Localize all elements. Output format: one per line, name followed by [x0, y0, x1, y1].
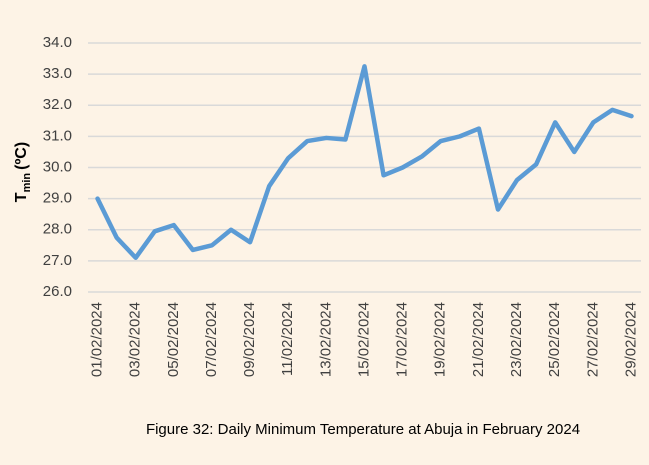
y-tick-label: 29.0	[43, 190, 72, 207]
x-tick-label: 19/02/2024	[432, 302, 449, 377]
y-tick-label: 34.0	[43, 34, 72, 51]
data-line	[95, 64, 634, 261]
caption: Figure 32: Daily Minimum Temperature at …	[146, 421, 580, 438]
x-tick-label: 01/02/2024	[89, 302, 106, 377]
x-tick-label: 27/02/2024	[584, 302, 601, 377]
x-tick-label: 17/02/2024	[394, 302, 411, 377]
y-label-sub: min	[21, 173, 33, 193]
x-tick-label: 25/02/2024	[546, 302, 563, 377]
x-tick-label: 09/02/2024	[241, 302, 258, 377]
x-tick-label: 11/02/2024	[279, 302, 296, 376]
x-tick-label: 29/02/2024	[622, 302, 639, 377]
x-tick-label: 13/02/2024	[317, 302, 334, 377]
y-tick-label: 26.0	[43, 283, 72, 300]
y-tick-label: 30.0	[43, 158, 72, 175]
y-label-unit: (ºC)	[13, 142, 30, 170]
y-tick-label: 31.0	[43, 127, 72, 144]
y-tick-label: 28.0	[43, 221, 72, 238]
y-label-base: T	[13, 192, 30, 202]
y-axis-label: Tmin (ºC)	[13, 142, 33, 202]
x-tick-label: 15/02/2024	[355, 302, 372, 377]
x-tick-label: 03/02/2024	[127, 302, 144, 377]
x-tick-label: 23/02/2024	[508, 302, 525, 377]
x-tick-label: 05/02/2024	[165, 302, 182, 377]
x-tick-label: 21/02/2024	[470, 302, 487, 377]
y-tick-label: 32.0	[43, 96, 72, 113]
y-tick-label: 27.0	[43, 252, 72, 269]
x-tick-label: 07/02/2024	[203, 302, 220, 377]
y-tick-label: 33.0	[43, 65, 72, 82]
